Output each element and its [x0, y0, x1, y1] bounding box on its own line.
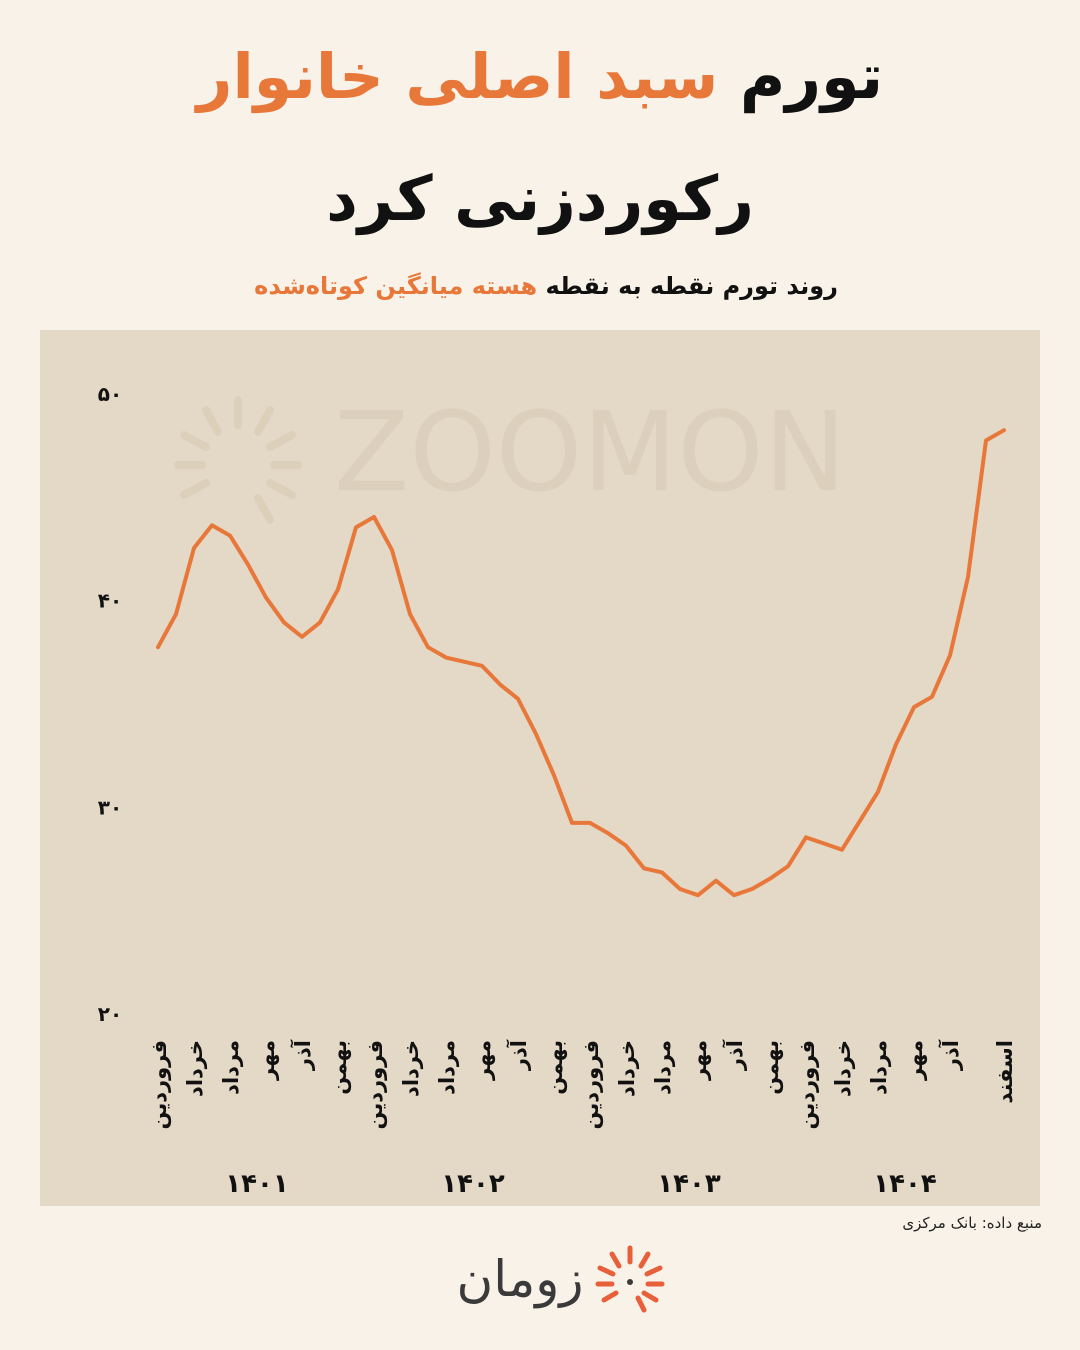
title-line: تورم سبد اصلی خانوار [0, 40, 1080, 113]
title-part: تورم [739, 40, 884, 113]
y-tick-label: ۵۰ [98, 382, 122, 406]
year-label: ۱۴۰۴ [873, 1169, 936, 1199]
x-tick-label: مرداد [435, 1040, 459, 1095]
x-tick-label: بهمن [543, 1040, 567, 1095]
title-line: رکوردزنی کرد [0, 162, 1080, 235]
source: منبع داده: بانک مرکزی [902, 1214, 1042, 1232]
x-tick-label: فروردین [579, 1040, 603, 1130]
y-tick-label: ۳۰ [98, 795, 122, 819]
brand: زومان [456, 1250, 583, 1309]
x-tick-label: آذر [938, 1039, 963, 1071]
brand-icon [595, 1245, 665, 1313]
x-tick-label: اسفند [993, 1040, 1017, 1104]
x-tick-label: خرداد [183, 1040, 207, 1097]
title-part: روند تورم نقطه به نقطه [545, 272, 839, 300]
x-tick-label: فروردین [363, 1040, 387, 1130]
x-tick-label: مهر [687, 1040, 711, 1081]
x-tick-label: بهمن [327, 1040, 351, 1095]
x-tick-label: فروردین [795, 1040, 819, 1130]
subtitle: روند تورم نقطه به نقطه هسته میانگین کوتا… [254, 272, 838, 300]
year-label: ۱۴۰۲ [441, 1169, 505, 1199]
x-tick-label: خرداد [831, 1040, 855, 1097]
x-tick-label: بهمن [759, 1040, 783, 1095]
x-tick-label: آذر [506, 1039, 531, 1071]
y-tick-label: ۴۰ [98, 589, 122, 613]
x-tick-label: مهر [471, 1040, 495, 1081]
year-label: ۱۴۰۳ [657, 1169, 721, 1199]
x-tick-label: مهر [903, 1040, 927, 1081]
title-part: سبد اصلی خانوار [196, 40, 719, 113]
x-tick-label: فروردین [147, 1040, 171, 1130]
x-tick-label: خرداد [399, 1040, 423, 1097]
x-tick-label: خرداد [615, 1040, 639, 1097]
y-tick-label: ۲۰ [98, 1002, 122, 1026]
x-tick-label: مرداد [867, 1040, 891, 1095]
title-part: رکوردزنی کرد [326, 162, 754, 235]
watermark: ZOOMON [334, 388, 846, 516]
series-line [156, 428, 1006, 898]
watermark-icon [174, 396, 302, 524]
x-tick-label: آذر [722, 1039, 747, 1071]
title-part: هسته میانگین کوتاه‌شده [254, 272, 538, 300]
x-tick-label: مرداد [219, 1040, 243, 1095]
x-tick-label: آذر [290, 1039, 315, 1071]
plot-background [40, 330, 1040, 1206]
x-tick-label: مرداد [651, 1040, 675, 1095]
x-tick-label: مهر [255, 1040, 279, 1081]
year-label: ۱۴۰۱ [225, 1169, 288, 1199]
